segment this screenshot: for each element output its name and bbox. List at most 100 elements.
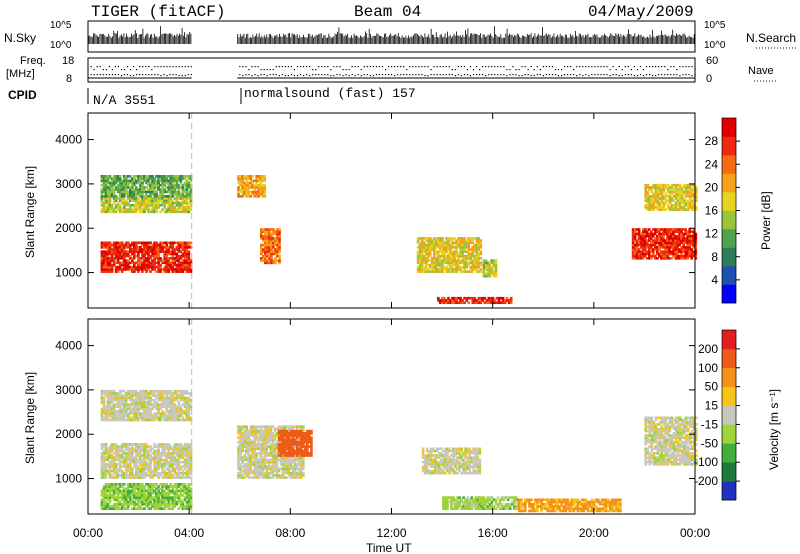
- power-cell: [163, 201, 167, 205]
- power-cell: [459, 265, 462, 269]
- power-cell: [676, 257, 679, 260]
- velocity-cell: [122, 487, 126, 491]
- velocity-cell: [161, 396, 164, 400]
- velocity-cell: [116, 507, 120, 511]
- power-cell: [249, 186, 253, 189]
- power-cell: [239, 188, 242, 191]
- power-cell: [247, 190, 250, 194]
- velocity-cell: [149, 485, 152, 488]
- power-cell: [654, 183, 658, 187]
- power-cell: [633, 234, 637, 238]
- velocity-cell: [112, 505, 116, 508]
- velocity-cell: [116, 467, 120, 471]
- velocity-cell: [153, 389, 156, 393]
- velocity-cell: [183, 458, 187, 462]
- velocity-cell: [106, 494, 110, 497]
- power-cell: [461, 301, 464, 305]
- velocity-cell: [237, 465, 240, 468]
- power-cell: [159, 265, 162, 269]
- velocity-cell: [129, 389, 132, 393]
- power-cell: [129, 250, 132, 254]
- power-cell: [157, 181, 160, 185]
- power-cell: [114, 270, 118, 273]
- power-cell: [422, 254, 426, 258]
- power-cell: [646, 192, 650, 196]
- velocity-cell: [135, 502, 138, 506]
- velocity-cell: [135, 405, 138, 409]
- velocity-cell: [108, 500, 112, 504]
- freq-dot: [494, 66, 496, 68]
- velocity-cell: [175, 485, 179, 488]
- velocity-cell: [187, 458, 191, 462]
- power-cell: [465, 265, 469, 269]
- power-cell: [129, 190, 132, 194]
- power-cell: [631, 239, 635, 242]
- velocity-cell: [116, 398, 120, 402]
- power-cell: [695, 195, 698, 198]
- velocity-cell: [263, 443, 267, 446]
- power-cell: [171, 257, 175, 260]
- velocity-cell: [155, 412, 158, 415]
- power-cell: [149, 203, 152, 207]
- velocity-cell: [126, 485, 130, 488]
- power-cell: [451, 259, 454, 262]
- nave-dot: [369, 75, 371, 77]
- power-cell: [102, 241, 106, 245]
- power-cell: [262, 254, 265, 258]
- power-cell: [666, 190, 670, 194]
- power-cell: [149, 263, 152, 267]
- power-cell: [646, 183, 650, 187]
- power-cell: [668, 237, 671, 240]
- power-cell: [491, 299, 495, 302]
- velocity-cell: [141, 460, 144, 464]
- velocity-cell: [243, 434, 246, 437]
- velocity-cell: [165, 443, 169, 446]
- power-cell: [664, 252, 667, 256]
- freq-dot: [117, 66, 120, 68]
- power-cell: [662, 195, 666, 198]
- nave-dot: [120, 75, 123, 77]
- velocity-cell: [187, 449, 191, 453]
- power-cell: [453, 254, 456, 258]
- nave-dot: [439, 74, 441, 76]
- velocity-cell: [161, 449, 164, 453]
- power-cell: [135, 192, 138, 196]
- nave-dot: [573, 74, 575, 76]
- velocity-cell: [261, 425, 265, 429]
- power-cell: [175, 186, 179, 189]
- power-cell: [122, 210, 126, 214]
- power-cell: [668, 186, 672, 189]
- velocity-cell: [157, 507, 160, 511]
- power-cell: [112, 183, 116, 187]
- power-cell: [131, 270, 134, 273]
- power-cell: [161, 190, 164, 194]
- velocity-cell: [126, 491, 130, 495]
- power-cell: [149, 250, 152, 254]
- power-cell: [143, 250, 146, 254]
- power-cell: [171, 203, 175, 207]
- velocity-cell: [169, 471, 173, 475]
- power-cell: [260, 248, 263, 251]
- power-cell: [692, 243, 696, 247]
- power-cell: [185, 179, 189, 183]
- velocity-cell: [124, 502, 128, 506]
- velocity-cell: [124, 454, 128, 457]
- velocity-cell: [151, 398, 154, 402]
- velocity-cell: [129, 407, 132, 411]
- velocity-cell: [157, 465, 160, 468]
- velocity-cell: [122, 407, 126, 411]
- power-cell: [676, 252, 679, 256]
- velocity-cell: [165, 491, 169, 495]
- power-cell: [437, 239, 440, 242]
- power-cell: [175, 252, 179, 256]
- velocity-cell: [106, 496, 110, 499]
- colorbar-swatch: [722, 173, 736, 193]
- power-cell: [135, 201, 138, 205]
- freq-dot: [454, 69, 456, 71]
- velocity-cell: [116, 463, 120, 466]
- power-cell: [494, 272, 498, 276]
- power-cell: [662, 206, 666, 209]
- power-cell: [177, 195, 181, 198]
- power-cell: [445, 239, 448, 242]
- velocity-cell: [116, 403, 120, 406]
